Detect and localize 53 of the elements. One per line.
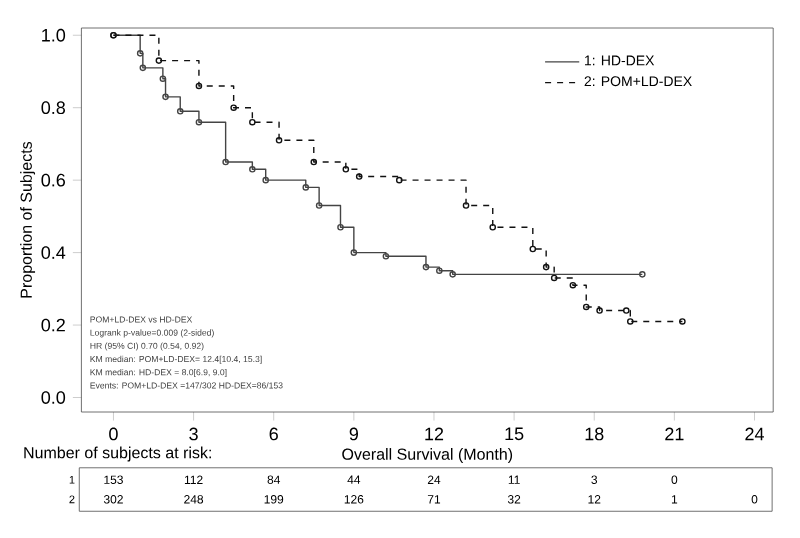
x-tick-label: 15 (505, 427, 524, 441)
x-axis-title: Overall Survival (Month) (342, 448, 513, 463)
x-tick-label: 9 (349, 427, 358, 441)
point (249, 118, 256, 126)
point (422, 263, 430, 271)
x-tick-label: 12 (425, 427, 444, 441)
point (382, 252, 390, 260)
point (342, 165, 350, 173)
point (627, 318, 634, 325)
point (155, 57, 163, 64)
point (462, 202, 470, 209)
point (310, 158, 318, 166)
y-tick-label: 1.0 (42, 28, 66, 42)
point (315, 202, 323, 209)
point (249, 165, 256, 173)
point (596, 307, 603, 314)
point (176, 108, 184, 115)
x-tick-label: 24 (745, 427, 764, 441)
point (350, 249, 358, 256)
y-tick-label: 0.8 (41, 101, 66, 115)
point (136, 50, 144, 57)
text: Number of subjects at risk: (24, 446, 211, 462)
point (139, 64, 147, 72)
point (436, 267, 443, 275)
x-tick-label: 21 (665, 427, 684, 441)
y-tick-label: 0.0 (41, 391, 66, 404)
point (337, 223, 344, 231)
point (489, 223, 497, 231)
point (275, 137, 283, 144)
point (679, 318, 686, 325)
point (529, 245, 537, 253)
y-axis-title: Proportion of Subjects (20, 141, 36, 298)
point (230, 104, 237, 111)
point (569, 281, 577, 289)
point (302, 184, 310, 191)
y-tick-label: 0.4 (41, 246, 66, 259)
point (222, 158, 229, 166)
y-tick-label: 0.2 (41, 318, 65, 332)
x-tick-label: 18 (585, 427, 604, 441)
point (582, 303, 590, 311)
point (262, 176, 270, 184)
point (195, 82, 203, 90)
x-tick-label: 6 (269, 427, 278, 441)
point (623, 307, 630, 314)
y-tick-label: 0.6 (41, 173, 66, 187)
point (162, 93, 169, 101)
point (550, 274, 558, 282)
point (395, 176, 403, 184)
point (159, 75, 167, 83)
point (355, 173, 363, 180)
point (449, 271, 456, 278)
x-tick-label: 3 (189, 427, 198, 441)
x-tick-label: 0 (109, 427, 118, 441)
